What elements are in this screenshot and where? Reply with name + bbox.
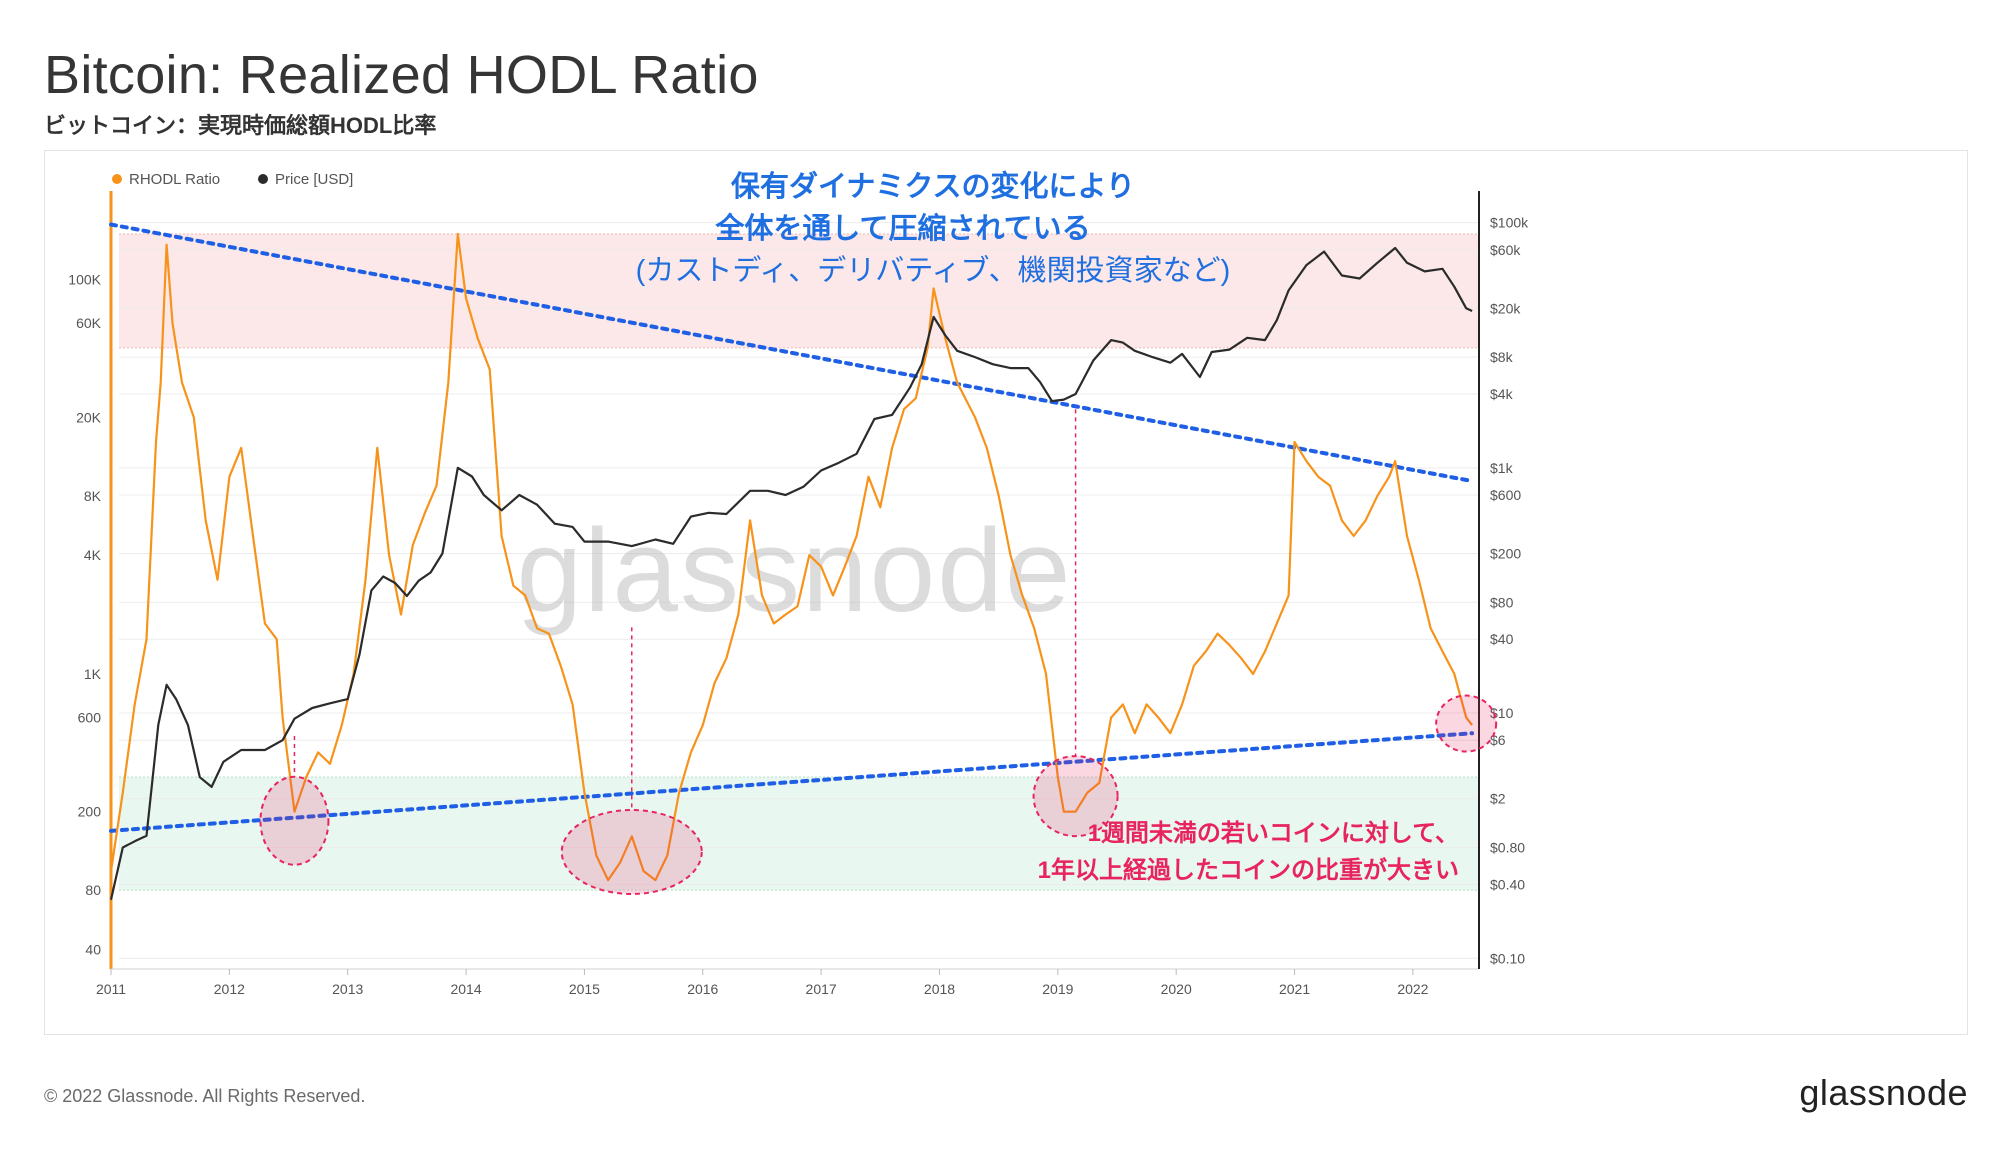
y-right-tick-label: $0.40	[1490, 876, 1525, 892]
y-right-tick-label: $4k	[1490, 386, 1514, 402]
y-right-tick-label: $0.10	[1490, 950, 1525, 966]
x-tick-label: 2011	[96, 981, 126, 997]
legend-marker	[112, 174, 122, 184]
rhodl-series-line	[109, 232, 1473, 882]
x-tick-label: 2012	[214, 981, 245, 997]
highlight-circle	[1032, 755, 1119, 838]
y-left-tick-label: 80	[85, 882, 101, 898]
trend-line-lower	[109, 731, 1475, 833]
x-tick-label: 2022	[1397, 981, 1428, 997]
y-right-tick-label: $2	[1490, 791, 1506, 807]
highlight-circle	[1435, 694, 1498, 753]
page-subtitle: ビットコイン：実現時価総額HODL比率	[44, 113, 437, 138]
x-tick-label: 2017	[806, 981, 837, 997]
annotation-bottom-line1: 1週間未満の若いコインに対して、	[1088, 820, 1459, 847]
y-left-tick-label: 1K	[84, 666, 102, 682]
x-tick-label: 2018	[924, 981, 955, 997]
highlight-circle	[259, 775, 330, 866]
annotation-top-line3: (カストディ、デリバティブ、機関投資家など)	[636, 254, 1231, 287]
x-tick-label: 2014	[450, 981, 481, 997]
page-title: Bitcoin: Realized HODL Ratio	[44, 45, 759, 105]
y-right-tick-label: $0.80	[1490, 840, 1525, 856]
price-series-line	[109, 246, 1473, 901]
legend-marker	[258, 174, 268, 184]
x-tick-label: 2021	[1279, 981, 1310, 997]
x-tick-label: 2013	[332, 981, 363, 997]
y-left-tick-label: 60K	[76, 315, 102, 331]
legend-label: Price [USD]	[275, 171, 353, 188]
y-left-tick-label: 4K	[84, 547, 102, 563]
x-tick-label: 2016	[687, 981, 718, 997]
annotation-top-line1: 保有ダイナミクスの変化により	[730, 169, 1135, 203]
y-right-tick-label: $40	[1490, 631, 1514, 647]
chart-panel: glassnode 100K 60K 20K 8K 4K 1K 600 200 80 40 $100k…	[44, 150, 1968, 1035]
y-right-tick-label: $1k	[1490, 460, 1514, 476]
annotation-bottom-line2: 1年以上経過したコインの比重が大きい	[1038, 856, 1459, 884]
x-tick-label: 2015	[569, 981, 600, 997]
y-left-tick-label: 100K	[68, 271, 101, 287]
x-tick-label: 2020	[1161, 981, 1192, 997]
highlight-circle	[560, 808, 703, 895]
x-tick-label: 2019	[1042, 981, 1073, 997]
rhodl-chart: glassnode 100K 60K 20K 8K 4K 1K 600 200 80 40 $100k…	[68, 169, 1529, 997]
trend-line-upper	[109, 222, 1475, 484]
y-right-tick-label: $80	[1490, 594, 1514, 610]
band-bottom	[119, 776, 1478, 891]
y-left-tick-label: 40	[85, 942, 101, 958]
watermark-text: glassnode	[517, 505, 1073, 637]
band-top	[119, 234, 1478, 348]
y-right-tick-label: $20k	[1490, 300, 1521, 316]
y-right-tick-label: $600	[1490, 487, 1521, 503]
y-right-tick-label: $100k	[1490, 215, 1529, 231]
y-left-tick-label: 20K	[76, 409, 102, 425]
legend-label: RHODL Ratio	[129, 171, 220, 188]
y-right-tick-label: $60k	[1490, 242, 1521, 258]
annotation-top-line2: 全体を通して圧縮されている	[714, 211, 1090, 245]
copyright-text: © 2022 Glassnode. All Rights Reserved.	[44, 1086, 366, 1106]
y-left-tick-label: 600	[78, 710, 102, 726]
y-left-tick-label: 200	[78, 804, 102, 820]
y-right-tick-label: $8k	[1490, 349, 1514, 365]
y-right-tick-label: $200	[1490, 546, 1521, 562]
y-left-tick-label: 8K	[84, 488, 102, 504]
glassnode-logo[interactable]: glassnode	[1799, 1072, 1968, 1113]
